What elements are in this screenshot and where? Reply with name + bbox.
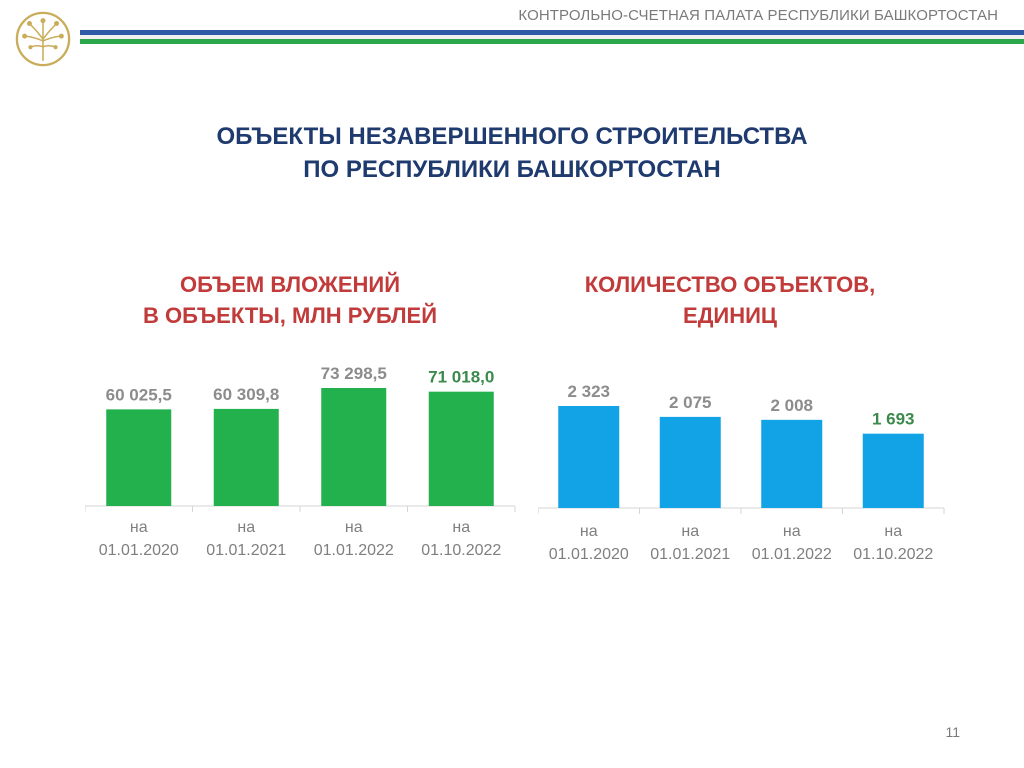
x-tick-label: 01.01.2020 [549,546,629,563]
x-tick-label: 01.01.2022 [752,546,832,563]
objects-count-bar-chart: 2 323 на 01.01.2020 2 075 на 01.01.2021 2 008 н… [538,382,945,563]
x-tick-label: на [580,523,598,540]
x-tick-label: на [681,523,699,540]
x-tick-label: на [783,523,801,540]
x-tick-label: 01.01.2020 [99,542,179,559]
organization-name: КОНТРОЛЬНО-СЧЕТНАЯ ПАЛАТА РЕСПУБЛИКИ БАШ… [518,7,998,24]
objects-count-chart-title-line-1: КОЛИЧЕСТВО ОБЪЕКТОВ, [584,272,876,297]
kurai-flower-emblem-icon [15,11,71,67]
bar [761,419,823,508]
bar [428,391,494,506]
bar [659,416,721,508]
bar [213,408,279,506]
x-tick-label: 01.10.2022 [421,542,501,559]
data-label: 2 008 [770,396,813,415]
x-tick-label: 01.01.2021 [206,542,286,559]
bar [558,406,620,508]
x-tick-label: 01.01.2021 [650,546,730,563]
objects-count-chart-title-line-2: ЕДИНИЦ [683,303,777,328]
objects-count-chart-title: КОЛИЧЕСТВО ОБЪЕКТОВ, ЕДИНИЦ [520,269,940,331]
header-stripes [80,30,1024,44]
data-label: 71 018,0 [428,368,494,387]
data-label: 1 693 [872,410,915,429]
x-tick-label: на [884,523,902,540]
page-title: ОБЪЕКТЫ НЕЗАВЕРШЕННОГО СТРОИТЕЛЬСТВА ПО … [0,120,1024,186]
data-label: 2 075 [669,393,712,412]
bar [862,433,924,508]
page-title-line-2: ПО РЕСПУБЛИКИ БАШКОРТОСТАН [303,156,721,183]
investment-chart-title: ОБЪЕМ ВЛОЖЕНИЙ В ОБЪЕКТЫ, МЛН РУБЛЕЙ [80,269,500,331]
bar [106,409,172,506]
page-title-line-1: ОБЪЕКТЫ НЕЗАВЕРШЕННОГО СТРОИТЕЛЬСТВА [216,123,808,150]
x-tick-label: на [130,519,148,536]
x-tick-label: на [452,519,470,536]
x-tick-label: 01.01.2022 [314,542,394,559]
data-label: 73 298,5 [321,364,387,383]
data-label: 60 025,5 [106,385,172,404]
bar [321,388,387,506]
investment-bar-chart: 60 025,5 на 01.01.2020 60 309,8 на 01.01.2021… [85,364,516,559]
data-label: 2 323 [567,382,610,401]
data-label: 60 309,8 [213,385,279,404]
x-tick-label: на [345,519,363,536]
investment-chart-title-line-2: В ОБЪЕКТЫ, МЛН РУБЛЕЙ [142,303,438,328]
x-tick-label: 01.10.2022 [853,546,933,563]
page-number: 11 [945,724,960,740]
investment-chart-title-line-1: ОБЪЕМ ВЛОЖЕНИЙ [180,272,400,297]
x-tick-label: на [237,519,255,536]
